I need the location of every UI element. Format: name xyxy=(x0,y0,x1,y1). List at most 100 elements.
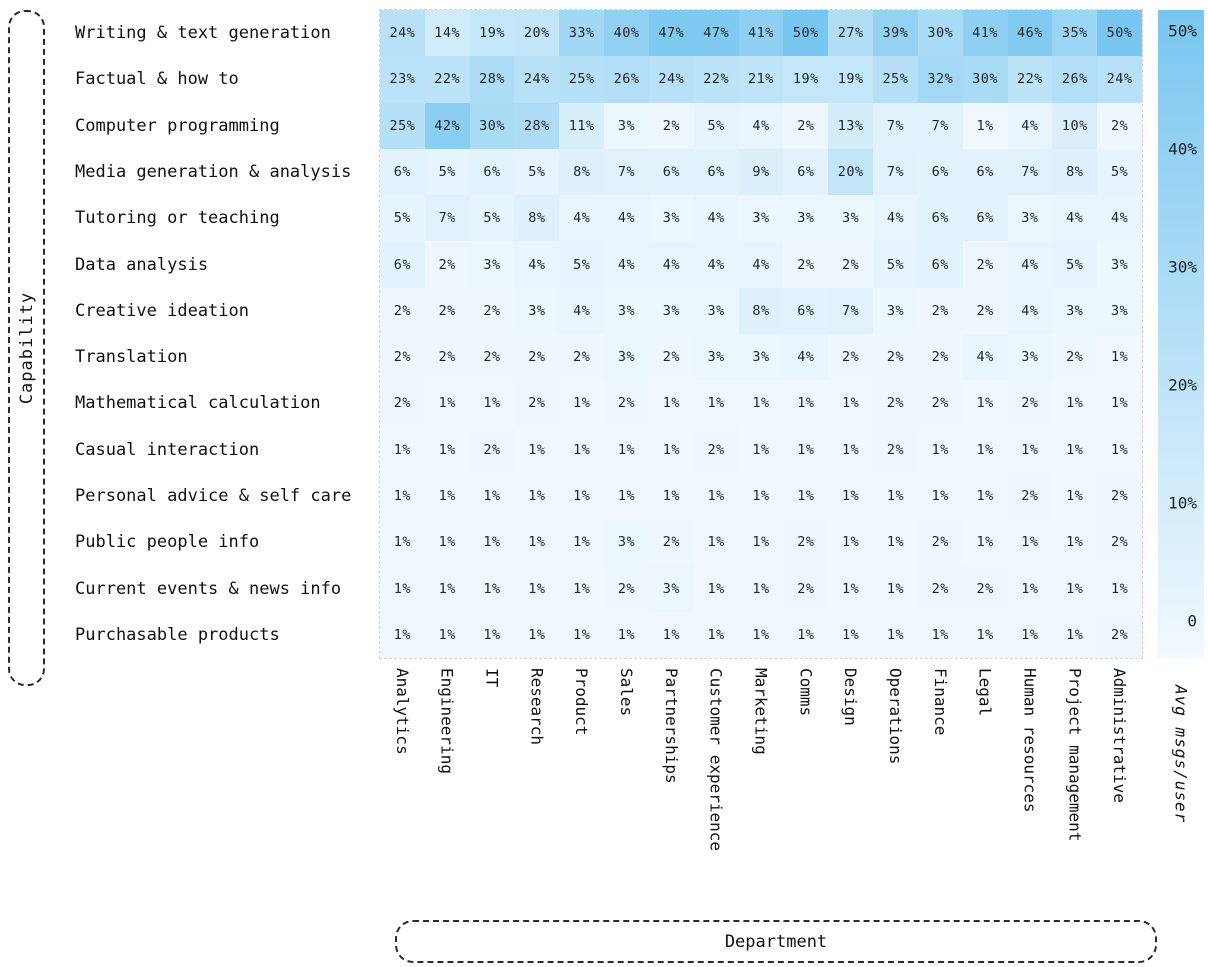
x-tick-label: Marketing xyxy=(751,668,771,755)
heatmap-cell: 2% xyxy=(783,102,829,149)
heatmap-cell: 39% xyxy=(873,10,918,57)
heatmap-cell: 22% xyxy=(693,56,739,103)
y-tick-label: Mathematical calculation xyxy=(75,393,321,414)
heatmap-cell: 6% xyxy=(962,195,1008,242)
heatmap-cell: 1% xyxy=(514,519,560,566)
heatmap-cell: 2% xyxy=(1052,333,1098,381)
heatmap-cell: 1% xyxy=(693,472,739,520)
heatmap-cell: 1% xyxy=(783,380,829,427)
heatmap-cell: 3% xyxy=(648,565,694,612)
heatmap-cell: 2% xyxy=(648,333,694,381)
heatmap-cell: 2% xyxy=(514,333,560,381)
heatmap-cell: 5% xyxy=(424,148,470,196)
y-tick-label: Factual & how to xyxy=(75,69,239,90)
heatmap-cell: 5% xyxy=(514,148,560,196)
heatmap-cell: 1% xyxy=(424,472,470,520)
heatmap-cell: 19% xyxy=(828,56,874,103)
heatmap-cell: 1% xyxy=(424,380,470,427)
heatmap-cell: 1% xyxy=(380,611,425,658)
heatmap-cell: 50% xyxy=(1097,10,1142,57)
heatmap-cell: 1% xyxy=(514,565,560,612)
heatmap-cell: 1% xyxy=(424,565,470,612)
y-tick-label: Current events & news info xyxy=(75,578,342,599)
heatmap-cell: 11% xyxy=(559,102,605,149)
heatmap-cell: 1% xyxy=(648,426,694,473)
heatmap-cell: 20% xyxy=(828,148,874,196)
heatmap-cell: 1% xyxy=(604,426,649,473)
heatmap-cell: 2% xyxy=(873,426,918,473)
heatmap-cell: 1% xyxy=(738,472,784,520)
y-tick-label: Purchasable products xyxy=(75,624,280,645)
x-axis-label-box: Department xyxy=(395,920,1157,963)
heatmap-cell: 47% xyxy=(648,10,694,57)
heatmap-cell: 4% xyxy=(738,241,784,288)
heatmap-cell: 4% xyxy=(1007,241,1053,288)
heatmap-cell: 8% xyxy=(1052,148,1098,196)
heatmap-cell: 2% xyxy=(828,333,874,381)
x-tick-label: Legal xyxy=(975,668,995,717)
x-tick-label: Project management xyxy=(1065,668,1085,842)
heatmap-cell: 3% xyxy=(738,195,784,242)
y-tick-label: Computer programming xyxy=(75,115,280,136)
y-tick-label: Data analysis xyxy=(75,254,209,275)
heatmap-cell: 1% xyxy=(693,519,739,566)
x-tick-label: Engineering xyxy=(437,668,457,774)
y-tick-label: Casual interaction xyxy=(75,439,260,460)
heatmap-cell: 1% xyxy=(828,519,874,566)
heatmap-cell: 2% xyxy=(917,333,963,381)
heatmap-cell: 2% xyxy=(648,519,694,566)
heatmap-cell: 1% xyxy=(738,519,784,566)
heatmap-cell: 2% xyxy=(604,380,649,427)
heatmap-cell: 7% xyxy=(604,148,649,196)
x-tick-label: Customer experience xyxy=(706,668,726,852)
heatmap-cell: 1% xyxy=(738,565,784,612)
heatmap-cell: 14% xyxy=(424,10,470,57)
heatmap-cell: 2% xyxy=(1097,102,1142,149)
heatmap-cell: 4% xyxy=(1007,102,1053,149)
heatmap-cell: 5% xyxy=(1097,148,1142,196)
heatmap-cell: 3% xyxy=(828,195,874,242)
heatmap-cell: 41% xyxy=(738,10,784,57)
heatmap-cell: 2% xyxy=(962,241,1008,288)
heatmap-cell: 3% xyxy=(1097,241,1142,288)
heatmap-cell: 33% xyxy=(559,10,605,57)
heatmap-cell: 1% xyxy=(693,565,739,612)
colorbar-label: Avg msgs/user xyxy=(1171,685,1191,824)
colorbar-tick-label: 20% xyxy=(1168,375,1197,395)
heatmap-cell: 4% xyxy=(873,195,918,242)
x-tick-label: Finance xyxy=(930,668,950,736)
heatmap-cell: 1% xyxy=(1052,611,1098,658)
heatmap-cell: 2% xyxy=(917,565,963,612)
heatmap-cell: 1% xyxy=(1052,380,1098,427)
heatmap-cell: 4% xyxy=(783,333,829,381)
heatmap-cell: 7% xyxy=(1007,148,1053,196)
heatmap-cell: 1% xyxy=(380,426,425,473)
heatmap-cell: 1% xyxy=(1052,426,1098,473)
heatmap-cell: 1% xyxy=(424,426,470,473)
heatmap-cell: 4% xyxy=(962,333,1008,381)
heatmap-cell: 3% xyxy=(693,333,739,381)
x-tick-label: IT xyxy=(482,668,502,688)
y-tick-label: Creative ideation xyxy=(75,300,249,321)
heatmap-cell: 6% xyxy=(648,148,694,196)
colorbar-tick-label: 50% xyxy=(1168,21,1197,41)
heatmap-cell: 6% xyxy=(917,148,963,196)
heatmap-cell: 1% xyxy=(783,611,829,658)
heatmap-cell: 2% xyxy=(469,287,515,334)
heatmap-cell: 1% xyxy=(1052,472,1098,520)
heatmap-cell: 3% xyxy=(514,287,560,334)
heatmap-cell: 2% xyxy=(1097,472,1142,520)
heatmap-cell: 1% xyxy=(962,519,1008,566)
heatmap-cell: 1% xyxy=(1097,565,1142,612)
heatmap-cell: 1% xyxy=(469,472,515,520)
heatmap-cell: 4% xyxy=(1007,287,1053,334)
heatmap-cell: 2% xyxy=(1007,472,1053,520)
heatmap-cell: 6% xyxy=(380,148,425,196)
heatmap-cell: 3% xyxy=(1007,195,1053,242)
heatmap-cell: 3% xyxy=(693,287,739,334)
heatmap-cell: 47% xyxy=(693,10,739,57)
heatmap-cell: 42% xyxy=(424,102,470,149)
heatmap-cell: 1% xyxy=(917,426,963,473)
heatmap-cell: 19% xyxy=(469,10,515,57)
heatmap-cell: 35% xyxy=(1052,10,1098,57)
